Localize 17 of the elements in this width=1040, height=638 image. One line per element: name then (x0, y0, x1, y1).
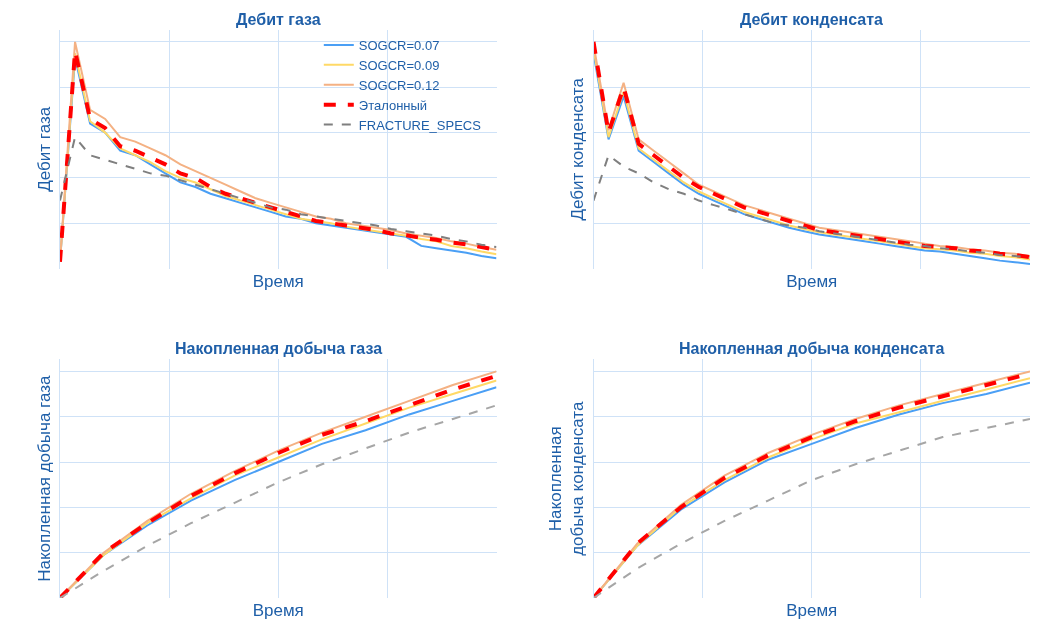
x-axis-title: Время (252, 601, 304, 621)
x-axis-title: Время (252, 271, 304, 291)
y-axis-title: Дебит конденсата (568, 77, 588, 221)
legend-label: SOGCR=0.12 (358, 77, 440, 93)
x-axis-title: Время (786, 271, 838, 291)
y-axis-title: Дебит газа (34, 106, 54, 192)
legend-label: Эталонный (358, 97, 428, 113)
y-axis-title: Накопленная добыча газа (34, 375, 54, 582)
chart-title: Накопленная добыча конденсата (679, 340, 945, 357)
legend-label: SOGCR=0.09 (358, 57, 440, 73)
x-axis-title: Время (786, 601, 838, 621)
chart-title: Накопленная добыча газа (175, 340, 383, 357)
chart-title: Дебит газа (236, 11, 321, 28)
chart-title: Дебит конденсата (740, 11, 884, 28)
legend-label: FRACTURE_SPECS (358, 117, 482, 133)
legend-label: SOGCR=0.07 (358, 38, 440, 54)
y-axis-title: Накопленная добыча конденсата (545, 401, 588, 556)
